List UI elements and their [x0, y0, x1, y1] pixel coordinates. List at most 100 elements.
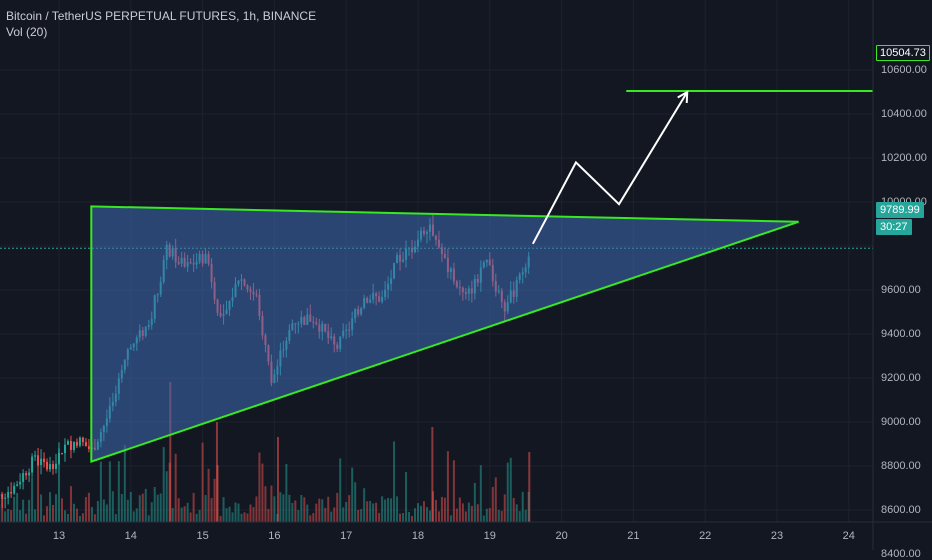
volume-bar — [85, 497, 87, 522]
volume-bar — [393, 441, 395, 522]
price-tick-label: 10400.00 — [881, 108, 927, 120]
volume-bar — [420, 506, 422, 522]
volume-bar — [166, 471, 168, 522]
volume-bar — [22, 500, 24, 522]
volume-bar — [136, 508, 138, 522]
volume-bar — [232, 512, 234, 522]
volume-bar — [258, 453, 260, 522]
volume-bar — [103, 499, 105, 522]
volume-bar — [88, 493, 90, 522]
volume-bar — [342, 507, 344, 522]
volume-bar — [372, 503, 374, 522]
volume-bar — [220, 516, 222, 522]
symbol-title[interactable]: Bitcoin / TetherUS PERPETUAL FUTURES, 1h… — [6, 9, 316, 23]
volume-bar — [279, 492, 281, 522]
candle-body — [40, 459, 42, 465]
candle-body — [88, 446, 90, 449]
time-tick-label: 17 — [340, 530, 352, 542]
volume-bar — [4, 511, 6, 522]
volume-bar — [369, 501, 371, 522]
volume-bar — [501, 511, 503, 522]
volume-bar — [366, 501, 368, 522]
candle-body — [4, 498, 6, 499]
volume-bar — [7, 509, 9, 522]
time-tick-label: 20 — [555, 530, 567, 542]
volume-bar — [267, 509, 269, 522]
volume-bar — [235, 503, 237, 522]
volume-bar — [238, 504, 240, 522]
volume-bar — [306, 505, 308, 522]
candle-body — [58, 453, 60, 464]
volume-bar — [255, 496, 257, 522]
candle-body — [82, 438, 84, 442]
time-tick-label: 13 — [53, 530, 65, 542]
volume-bar — [303, 497, 305, 522]
candle-body — [46, 462, 48, 469]
volume-bar — [246, 513, 248, 522]
volume-bar — [100, 462, 102, 522]
candle-body — [61, 453, 63, 454]
volume-bar — [375, 503, 377, 522]
candle-body — [22, 473, 24, 482]
price-tick-label: 8600.00 — [881, 504, 921, 516]
volume-bar — [471, 506, 473, 522]
volume-bar — [507, 463, 509, 522]
volume-bar — [205, 495, 207, 522]
volume-bar — [297, 510, 299, 522]
volume-indicator-label[interactable]: Vol (20) — [6, 25, 47, 39]
price-tick-label: 9600.00 — [881, 284, 921, 296]
volume-bar — [513, 498, 515, 522]
volume-bar — [229, 507, 231, 522]
volume-bar — [309, 515, 311, 522]
candle-body — [52, 464, 54, 469]
last-price-tag: 9789.99 — [876, 202, 924, 218]
volume-bar — [516, 504, 518, 522]
volume-bar — [504, 494, 506, 522]
volume-bar — [240, 514, 242, 522]
volume-bar — [333, 507, 335, 522]
volume-bar — [360, 509, 362, 522]
volume-bar — [480, 465, 482, 522]
candle-body — [85, 442, 87, 446]
volume-bar — [199, 510, 201, 522]
volume-bar — [438, 511, 440, 522]
candle-body — [79, 438, 81, 446]
volume-bar — [381, 496, 383, 522]
volume-bar — [384, 500, 386, 522]
volume-bar — [453, 460, 455, 522]
volume-bar — [294, 500, 296, 522]
volume-bar — [214, 479, 216, 522]
volume-bar — [387, 498, 389, 522]
candle-body — [7, 492, 9, 498]
volume-bar — [124, 445, 126, 522]
volume-bar — [498, 510, 500, 522]
time-tick-label: 16 — [268, 530, 280, 542]
price-tick-label: 9200.00 — [881, 372, 921, 384]
volume-bar — [285, 464, 287, 522]
volume-bar — [291, 503, 293, 522]
volume-bar — [330, 512, 332, 522]
volume-bar — [175, 454, 177, 522]
volume-bar — [414, 508, 416, 522]
volume-bar — [252, 507, 254, 522]
volume-bar — [441, 497, 443, 522]
volume-bar — [483, 516, 485, 522]
candle-body — [10, 492, 12, 493]
volume-bar — [25, 514, 27, 522]
time-tick-label: 19 — [484, 530, 496, 542]
candle-body — [76, 442, 78, 446]
volume-bar — [261, 464, 263, 522]
volume-bar — [70, 486, 72, 522]
volume-bar — [127, 500, 129, 522]
volume-bar — [28, 500, 30, 522]
volume-bar — [318, 499, 320, 522]
volume-spike — [277, 437, 279, 522]
volume-bar — [196, 514, 198, 522]
volume-bar — [187, 503, 189, 522]
volume-bar — [109, 461, 111, 522]
candle-body — [43, 459, 45, 462]
time-tick-label: 18 — [412, 530, 424, 542]
volume-bar — [435, 500, 437, 522]
price-tick-label: 8800.00 — [881, 460, 921, 472]
